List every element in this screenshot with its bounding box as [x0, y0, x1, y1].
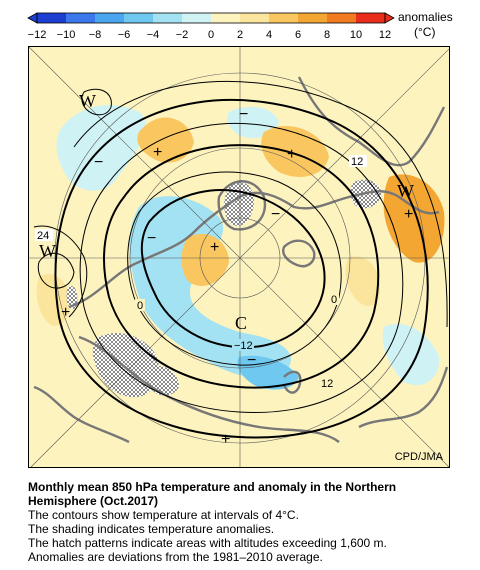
coastline-greenland [217, 180, 267, 231]
contour-0 [103, 144, 380, 389]
contour-24 [37, 252, 75, 289]
warm-center-label-north: W [79, 91, 96, 111]
map-credit: CPD/JMA [394, 451, 443, 463]
coastline-japan [282, 370, 302, 394]
colorbar-tick-label: −2 [176, 29, 189, 41]
contour-label-12-lower: 12 [321, 378, 333, 390]
polar-map-panel: 12 24 0 0 −12 12 W W W C + + + + + + [28, 46, 450, 468]
colorbar-tick-label: 12 [379, 29, 391, 41]
colorbar-cell [95, 13, 125, 23]
contour-label-neg12: −12 [234, 340, 253, 352]
warm-center-label-east: W [397, 181, 414, 201]
contour-16 [73, 80, 448, 328]
colorbar-cell [124, 13, 154, 23]
figure-notes: The contours show temperature at interva… [28, 508, 468, 564]
colorbar-cell [327, 13, 357, 23]
minus-marker-4: − [147, 230, 156, 247]
polar-stereographic-map: 12 24 0 0 −12 12 W W W C + + + + + + [29, 47, 449, 467]
plus-marker-6: + [221, 431, 230, 448]
coastline-asia-south [78, 335, 340, 443]
cold-anomaly-region-central [129, 196, 291, 379]
figure-title: Monthly mean 850 hPa temperature and ano… [28, 480, 397, 508]
plus-marker-5: + [61, 304, 70, 321]
minus-marker-3: − [271, 206, 280, 223]
colorbar-cell [356, 13, 386, 23]
colorbar-cell [240, 13, 270, 23]
plus-marker-3: + [404, 206, 413, 223]
colorbar-cells [37, 13, 386, 23]
contour-20-north [81, 88, 112, 116]
colorbar-tick-label: 6 [295, 29, 301, 41]
colorbar-cell [182, 13, 212, 23]
warm-anomaly-region-siberia [181, 233, 229, 286]
graticule [29, 47, 449, 467]
colorbar-tick-label: −10 [57, 29, 76, 41]
colorbar-right-arrow [384, 12, 395, 24]
note-anomaly-base: Anomalies are deviations from the 1981–2… [28, 550, 323, 564]
colorbar-left-arrow [27, 12, 38, 24]
colorbar-tick-label: 0 [208, 29, 214, 41]
temperature-contours [33, 80, 448, 439]
coastline-north-america [297, 76, 446, 167]
contour-20-west [33, 225, 88, 318]
contour-label-24: 24 [37, 230, 49, 242]
colorbar-tick-label: 8 [324, 29, 330, 41]
coastline-west [33, 385, 130, 444]
colorbar-tick-label: −6 [118, 29, 131, 41]
cold-anomaly-region-east [382, 323, 440, 386]
colorbar-cell [298, 13, 328, 23]
note-contours: The contours show temperature at interva… [28, 508, 299, 522]
coastline-eurasia [68, 190, 440, 309]
colorbar-tick-label: −4 [147, 29, 160, 41]
warm-anomaly-shading [36, 117, 445, 326]
colorbar-cell [269, 13, 299, 23]
contour-label-12-upper: 12 [351, 156, 363, 168]
plus-marker-2: + [287, 146, 296, 163]
contour-label-0-right: 0 [331, 294, 337, 306]
colorbar-frame [36, 12, 386, 24]
contour-label-0-left: 0 [137, 300, 143, 312]
minus-marker-5: − [247, 352, 256, 369]
colorbar-cell [37, 13, 67, 23]
hatch-rockies [66, 286, 78, 309]
colorbar-unit-label: anomalies [398, 10, 453, 24]
contour-label-group: 12 24 0 0 −12 12 [35, 155, 367, 390]
colorbar-tick-label: −12 [28, 29, 47, 41]
colorbar-tick-label: −8 [89, 29, 102, 41]
note-shading: The shading indicates temperature anomal… [28, 522, 275, 536]
cold-center-label: C [235, 313, 247, 333]
colorbar-unit-symbol: (°C) [414, 25, 435, 39]
anomaly-colorbar-legend: −12 −10 −8 −6 −4 −2 0 2 4 6 8 10 12 anomalies (°C) [27, 10, 453, 41]
center-markers: W W W C [39, 91, 414, 333]
colorbar-tick-label: 2 [237, 29, 243, 41]
warm-anomaly-region-mid-asia [345, 256, 380, 307]
anomaly-sign-markers: + + + + + + − − − − − [61, 106, 413, 448]
contour-neg12 [140, 189, 326, 349]
cold-anomaly-region-pacific [237, 355, 299, 390]
contour-12 [54, 98, 429, 439]
plus-marker-1: + [153, 144, 162, 161]
coastlines [33, 76, 449, 444]
colorbar-tick-labels: −12 −10 −8 −6 −4 −2 0 2 4 6 8 10 12 [28, 29, 391, 41]
coastline-far-east [358, 366, 449, 429]
colorbar-tick-label: 10 [350, 29, 362, 41]
colorbar-cell [153, 13, 183, 23]
contour-4 [79, 122, 404, 414]
plus-marker-4: + [210, 239, 219, 256]
colorbar-tick-label: 4 [266, 29, 272, 41]
minus-marker-1: − [94, 154, 103, 171]
contour-neg8 [127, 171, 342, 366]
note-hatch: The hatch patterns indicate areas with a… [28, 536, 387, 550]
warm-anomaly-region-north-pacific [137, 117, 194, 163]
warm-center-label-west: W [39, 241, 56, 261]
coastline-arctic-islands [282, 239, 316, 268]
colorbar-cell [66, 13, 96, 23]
colorbar-cell [211, 13, 241, 23]
minus-marker-2: − [239, 106, 248, 123]
